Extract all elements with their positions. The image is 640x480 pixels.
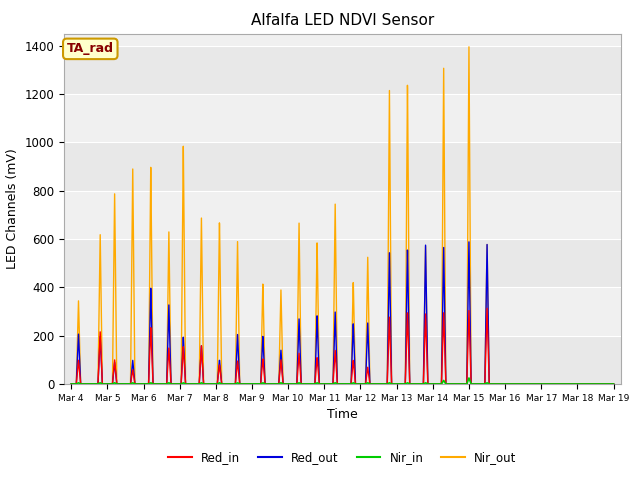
Nir_out — [275, 381, 282, 387]
Red_out — [420, 347, 428, 352]
Red_out — [67, 381, 75, 387]
Bar — [64, 336, 621, 384]
Red_in — [393, 381, 401, 387]
Red_out — [513, 381, 521, 387]
Red_in — [472, 381, 480, 387]
X-axis label: Time: Time — [327, 408, 358, 421]
Nir_in — [166, 381, 173, 386]
Bar — [64, 46, 621, 94]
Nir_out — [472, 381, 480, 387]
Nir_in — [393, 381, 401, 387]
Bar — [64, 94, 621, 143]
Red_out — [465, 239, 473, 245]
Line: Red_in: Red_in — [71, 308, 614, 384]
Nir_out — [393, 381, 401, 387]
Nir_out — [67, 381, 75, 387]
Nir_out — [166, 290, 173, 296]
Red_out — [393, 381, 401, 387]
Nir_in — [610, 381, 618, 387]
Title: Alfalfa LED NDVI Sensor: Alfalfa LED NDVI Sensor — [251, 13, 434, 28]
Bar — [64, 288, 621, 336]
Nir_out — [420, 347, 428, 352]
Line: Red_out: Red_out — [71, 242, 614, 384]
Legend: Red_in, Red_out, Nir_in, Nir_out: Red_in, Red_out, Nir_in, Nir_out — [163, 446, 522, 468]
Nir_out — [610, 381, 618, 387]
Bar — [64, 191, 621, 239]
Nir_out — [465, 44, 473, 50]
Nir_in — [465, 375, 473, 381]
Line: Nir_out: Nir_out — [71, 47, 614, 384]
Nir_in — [275, 381, 282, 387]
Red_out — [166, 334, 173, 340]
Red_out — [472, 381, 480, 387]
Nir_in — [513, 381, 521, 387]
Red_in — [513, 381, 521, 387]
Line: Nir_in: Nir_in — [71, 378, 614, 384]
Y-axis label: LED Channels (mV): LED Channels (mV) — [6, 148, 19, 269]
Text: TA_rad: TA_rad — [67, 42, 114, 55]
Red_out — [610, 381, 618, 387]
Red_in — [483, 305, 491, 311]
Red_out — [275, 381, 282, 387]
Red_in — [420, 364, 428, 370]
Red_in — [67, 381, 75, 387]
Nir_in — [67, 381, 75, 387]
Nir_in — [420, 381, 428, 386]
Bar — [64, 143, 621, 191]
Nir_in — [472, 381, 480, 387]
Red_in — [275, 381, 282, 387]
Red_in — [610, 381, 618, 387]
Red_in — [166, 360, 173, 365]
Bar — [64, 239, 621, 288]
Nir_out — [513, 381, 521, 387]
